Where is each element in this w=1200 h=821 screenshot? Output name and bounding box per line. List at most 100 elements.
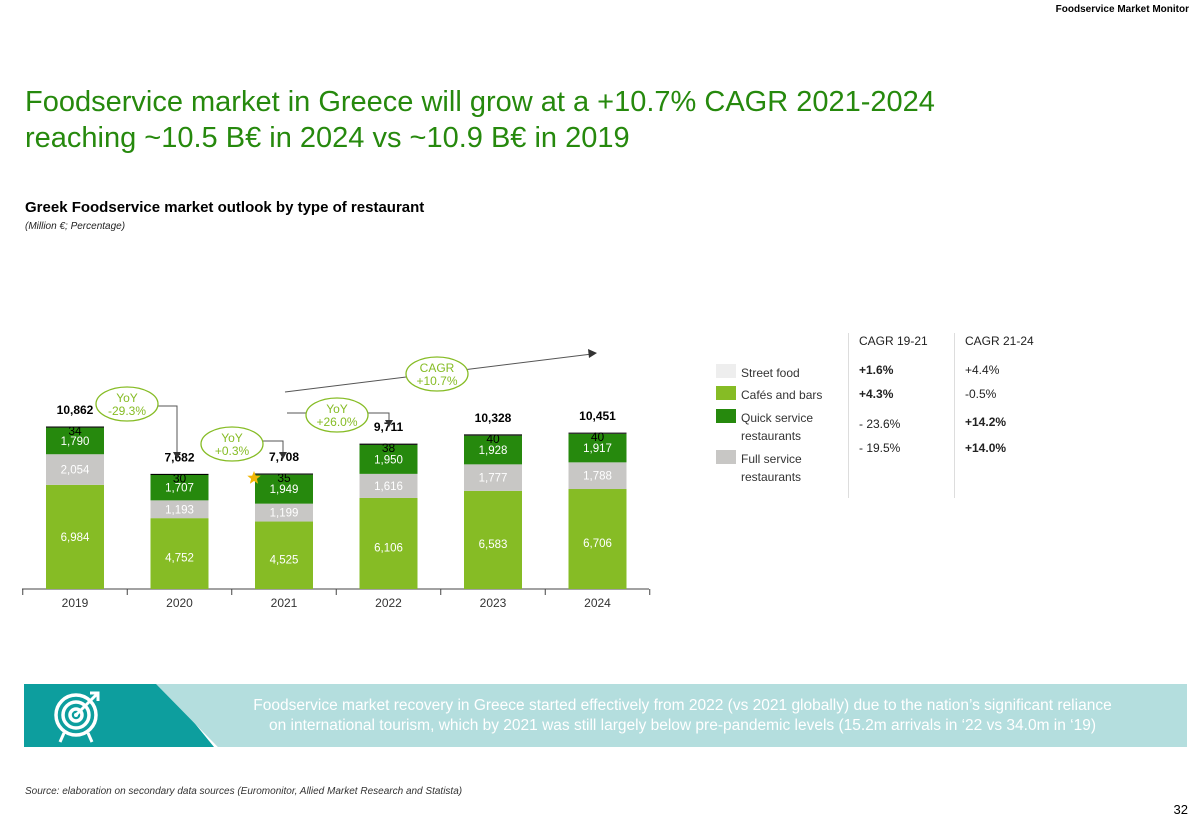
segment-label: 6,583 [479, 539, 508, 551]
cagr-bubble-label2: +10.7% [416, 374, 457, 388]
segment-label: 6,984 [61, 532, 90, 544]
legend-item-quick-service: Quick service restaurants [716, 409, 826, 445]
segment-label: 6,706 [583, 538, 612, 550]
arrowhead [385, 420, 393, 427]
cagr-value: -0.5% [965, 387, 997, 401]
x-tick-label: 2023 [480, 596, 507, 610]
bar-segment [359, 444, 418, 474]
legend-label: Street food [741, 366, 800, 380]
x-tick-label: 2020 [166, 596, 193, 610]
yoy-bubble-2022-label2: +26.0% [316, 415, 357, 429]
yoy-connector [368, 412, 390, 422]
cagr-bubble-label1: CAGR [420, 361, 455, 375]
segment-label: 40 [486, 432, 500, 446]
bar-segment [46, 454, 104, 485]
cagr-value: +4.3% [859, 387, 894, 401]
arrowhead [279, 452, 287, 459]
bar-segment [255, 521, 313, 589]
arrowhead [173, 452, 181, 459]
bar-segment [46, 427, 104, 455]
x-tick-label: 2024 [584, 596, 611, 610]
banner-text: Foodservice market recovery in Greece st… [190, 696, 1175, 736]
legend-swatch [716, 450, 736, 464]
yoy-bubble-2022 [305, 397, 369, 433]
cagr-column-19-21: CAGR 19-21 +1.6% +4.3% - 23.6% - 19.5% [848, 333, 955, 498]
legend-item-full-service: Full service restaurants [716, 450, 826, 486]
yoy-bubble-2020-label1: YoY [116, 391, 138, 405]
page-title: Foodservice market in Greece will grow a… [25, 84, 1025, 156]
bar-segment [568, 433, 627, 463]
bar-segment [568, 489, 627, 589]
x-tick-label: 2022 [375, 596, 402, 610]
cagr-value: +1.6% [859, 363, 894, 377]
segment-label: 30 [173, 471, 187, 485]
legend-label: Full service restaurants [741, 452, 802, 484]
bar-segment [150, 474, 209, 501]
source-note: Source: elaboration on secondary data so… [25, 786, 463, 797]
legend-swatch [716, 364, 736, 378]
total-label: 7,708 [269, 450, 299, 464]
bar-segment [150, 500, 209, 519]
segment-label: 4,752 [165, 553, 194, 565]
page-number: 32 [1173, 802, 1188, 817]
page-title-line1: Foodservice market in Greece will grow a… [25, 86, 935, 118]
cagr-value: - 23.6% [859, 417, 901, 431]
segment-label: 1,193 [165, 504, 194, 516]
bar-segment [359, 497, 418, 589]
banner-text-line2: on international tourism, which by 2021 … [268, 717, 1097, 734]
cagr-value: +14.0% [965, 441, 1007, 455]
legend-swatch [716, 386, 736, 400]
legend-label: Quick service restaurants [741, 411, 814, 443]
segment-label: 38 [382, 441, 396, 455]
arrowhead [588, 349, 597, 358]
yoy-bubble-2021 [200, 426, 264, 462]
segment-label: 1,777 [479, 473, 508, 485]
cagr-value: +14.2% [965, 415, 1007, 429]
cagr-header: CAGR 19-21 [859, 334, 928, 348]
yoy-bubble-2022-label1: YoY [326, 402, 348, 416]
legend-label: Cafés and bars [741, 388, 823, 402]
star-icon [247, 471, 261, 484]
legend-item-street-food: Street food [716, 364, 826, 382]
total-label: 9,711 [374, 420, 404, 434]
segment-label: 1,616 [374, 481, 403, 493]
segment-label: 2,054 [61, 465, 90, 477]
total-label: 7,682 [164, 450, 194, 464]
chart-title: Greek Foodservice market outlook by type… [25, 199, 425, 216]
bar-segment [359, 473, 418, 498]
yoy-connector [255, 440, 284, 454]
segment-label: 1,928 [479, 445, 508, 457]
target-icon [54, 691, 100, 743]
total-label: 10,328 [475, 411, 512, 425]
bar-segment [464, 490, 522, 589]
bar-segment [464, 435, 522, 465]
bar-segment [255, 474, 313, 504]
segment-label: 1,790 [61, 436, 90, 448]
segment-label: 34 [68, 424, 82, 438]
report-header-tag: Foodservice Market Monitor [1055, 4, 1189, 15]
cagr-value: +4.4% [965, 363, 1000, 377]
bar-segment [46, 484, 104, 589]
page-title-line2: reaching ~10.5 B€ in 2024 vs ~10.9 B€ in… [25, 122, 630, 154]
chart-subtitle: (Million €; Percentage) [25, 221, 126, 232]
cagr-column-21-24: CAGR 21-24 +4.4% -0.5% +14.2% +14.0% [954, 333, 1061, 498]
yoy-bubble-2020 [95, 386, 159, 422]
legend-swatch [716, 409, 736, 423]
cagr-header: CAGR 21-24 [965, 334, 1034, 348]
yoy-bubble-2021-label1: YoY [221, 431, 243, 445]
cagr-value: - 19.5% [859, 441, 901, 455]
segment-label: 1,788 [583, 471, 612, 483]
bar-segment [255, 503, 313, 522]
total-label: 10,451 [579, 409, 616, 423]
total-label: 10,862 [57, 403, 94, 417]
segment-label: 4,525 [270, 554, 299, 566]
bar-segment [464, 464, 522, 491]
bar-segment [568, 462, 627, 490]
yoy-bubble-2020-label2: -29.3% [108, 404, 146, 418]
bar-segment [150, 518, 209, 589]
banner-text-panel [156, 684, 1187, 747]
x-tick-label: 2021 [271, 596, 298, 610]
legend-item-cafes-bars: Cafés and bars [716, 386, 826, 404]
segment-label: 1,950 [374, 454, 403, 466]
